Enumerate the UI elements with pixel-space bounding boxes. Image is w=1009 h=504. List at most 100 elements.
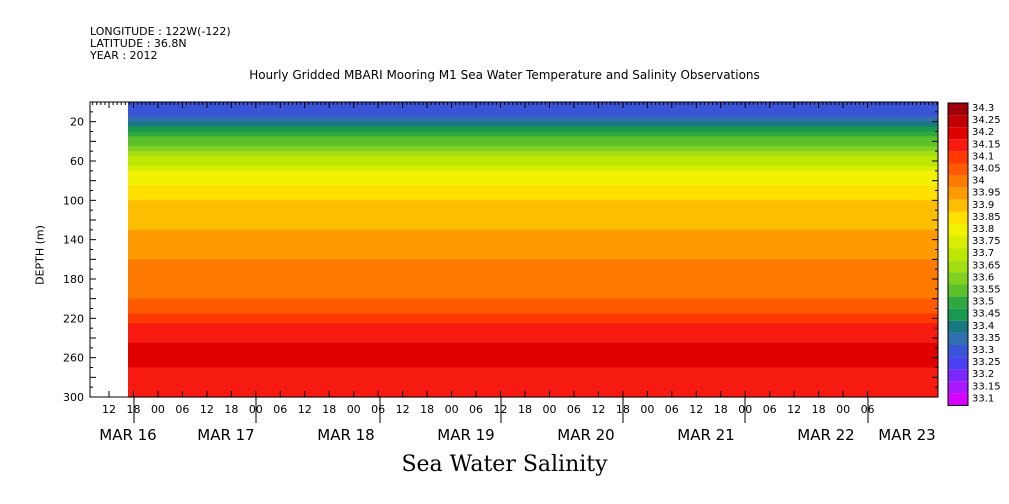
colorbar-label: 34.05 bbox=[972, 164, 1001, 175]
x-hour-label: 00 bbox=[640, 403, 654, 416]
salinity-band bbox=[128, 328, 938, 334]
colorbar-label: 34.1 bbox=[972, 151, 994, 162]
salinity-band bbox=[128, 210, 938, 216]
x-date-label: MAR 17 bbox=[197, 426, 254, 444]
colorbar-swatch bbox=[948, 345, 968, 358]
colorbar-swatch bbox=[948, 211, 968, 224]
colorbar-label: 33.7 bbox=[972, 248, 994, 259]
salinity-band bbox=[128, 106, 938, 113]
salinity-band bbox=[128, 372, 938, 378]
salinity-band bbox=[128, 161, 938, 167]
salinity-band bbox=[128, 185, 938, 192]
y-tick-label: 180 bbox=[63, 273, 84, 286]
x-hour-label: 18 bbox=[714, 403, 728, 416]
chart-title: Hourly Gridded MBARI Mooring M1 Sea Wate… bbox=[249, 68, 760, 82]
y-tick-label: 60 bbox=[70, 155, 84, 168]
x-hour-label: 12 bbox=[298, 403, 312, 416]
x-hour-label: 06 bbox=[273, 403, 287, 416]
x-date-label: MAR 20 bbox=[557, 426, 614, 444]
colorbar-label: 33.45 bbox=[972, 309, 1001, 320]
colorbar-swatch bbox=[948, 284, 968, 297]
x-hour-label: 18 bbox=[322, 403, 336, 416]
salinity-band bbox=[128, 239, 938, 246]
x-hour-label: 12 bbox=[102, 403, 116, 416]
salinity-band bbox=[128, 357, 938, 364]
salinity-band bbox=[128, 254, 938, 260]
colorbar-label: 33.25 bbox=[972, 357, 1001, 368]
colorbar-swatch bbox=[948, 175, 968, 188]
colorbar-label: 33.1 bbox=[972, 393, 994, 404]
x-hour-label: 18 bbox=[518, 403, 532, 416]
colorbar-swatch bbox=[948, 236, 968, 249]
y-tick-label: 100 bbox=[63, 194, 84, 207]
colorbar-swatch bbox=[948, 127, 968, 140]
colorbar-swatch bbox=[948, 187, 968, 200]
colorbar-label: 33.9 bbox=[972, 200, 994, 211]
salinity-band bbox=[128, 367, 938, 374]
colorbar-swatch bbox=[948, 320, 968, 333]
salinity-band bbox=[128, 131, 938, 138]
salinity-band bbox=[128, 342, 938, 349]
x-hour-label: 06 bbox=[567, 403, 581, 416]
colorbar-swatch bbox=[948, 199, 968, 212]
salinity-band bbox=[128, 146, 938, 152]
salinity-band bbox=[128, 156, 938, 162]
salinity-band bbox=[128, 175, 938, 182]
colorbar-label: 33.2 bbox=[972, 369, 994, 380]
salinity-band bbox=[128, 392, 938, 398]
salinity-band bbox=[128, 318, 938, 324]
colorbar-swatch bbox=[948, 103, 968, 116]
salinity-band bbox=[128, 244, 938, 251]
salinity-band bbox=[128, 264, 938, 270]
colorbar-swatch bbox=[948, 151, 968, 164]
salinity-band bbox=[128, 165, 938, 172]
x-hour-label: 18 bbox=[126, 403, 140, 416]
salinity-band bbox=[128, 224, 938, 231]
colorbar-label: 33.8 bbox=[972, 224, 994, 235]
colorbar-label: 34.2 bbox=[972, 127, 994, 138]
salinity-band bbox=[128, 259, 938, 265]
x-date-label: MAR 16 bbox=[99, 426, 156, 444]
salinity-band bbox=[128, 195, 938, 201]
salinity-band bbox=[128, 111, 938, 118]
colorbar-label: 34.3 bbox=[972, 103, 994, 114]
colorbar-label: 33.65 bbox=[972, 260, 1001, 271]
colorbar-swatch bbox=[948, 381, 968, 394]
salinity-band bbox=[128, 229, 938, 236]
salinity-band bbox=[128, 205, 938, 211]
salinity-band bbox=[128, 323, 938, 329]
colorbar-label: 33.75 bbox=[972, 236, 1001, 247]
x-hour-label: 12 bbox=[787, 403, 801, 416]
salinity-band bbox=[128, 352, 938, 359]
colorbar-label: 33.15 bbox=[972, 381, 1001, 392]
colorbar-swatch bbox=[948, 115, 968, 128]
salinity-band bbox=[128, 382, 938, 388]
salinity-band bbox=[128, 121, 938, 128]
x-hour-label: 12 bbox=[689, 403, 703, 416]
colorbar-swatch bbox=[948, 357, 968, 370]
salinity-band bbox=[128, 293, 938, 300]
salinity-band bbox=[128, 333, 938, 339]
salinity-band bbox=[128, 220, 938, 226]
salinity-band bbox=[128, 303, 938, 310]
colorbar-label: 33.55 bbox=[972, 285, 1001, 296]
salinity-band bbox=[128, 200, 938, 206]
longitude-label: LONGITUDE : 122W(-122) bbox=[90, 25, 231, 38]
y-tick-label: 220 bbox=[63, 312, 84, 325]
y-tick-label: 300 bbox=[63, 391, 84, 404]
year-label: YEAR : 2012 bbox=[90, 49, 158, 62]
colorbar-swatch bbox=[948, 139, 968, 152]
colorbar-label: 33.4 bbox=[972, 321, 994, 332]
salinity-band bbox=[128, 116, 938, 123]
x-hour-label: 06 bbox=[665, 403, 679, 416]
salinity-band bbox=[128, 249, 938, 256]
salinity-band bbox=[128, 362, 938, 369]
colorbar-label: 34.25 bbox=[972, 115, 1001, 126]
y-tick-label: 20 bbox=[70, 116, 84, 129]
y-tick-label: 260 bbox=[63, 352, 84, 365]
salinity-band bbox=[128, 215, 938, 221]
colorbar-swatch bbox=[948, 393, 968, 406]
salinity-band bbox=[128, 338, 938, 344]
x-date-label: MAR 18 bbox=[317, 426, 374, 444]
colorbar-label: 33.35 bbox=[972, 333, 1001, 344]
